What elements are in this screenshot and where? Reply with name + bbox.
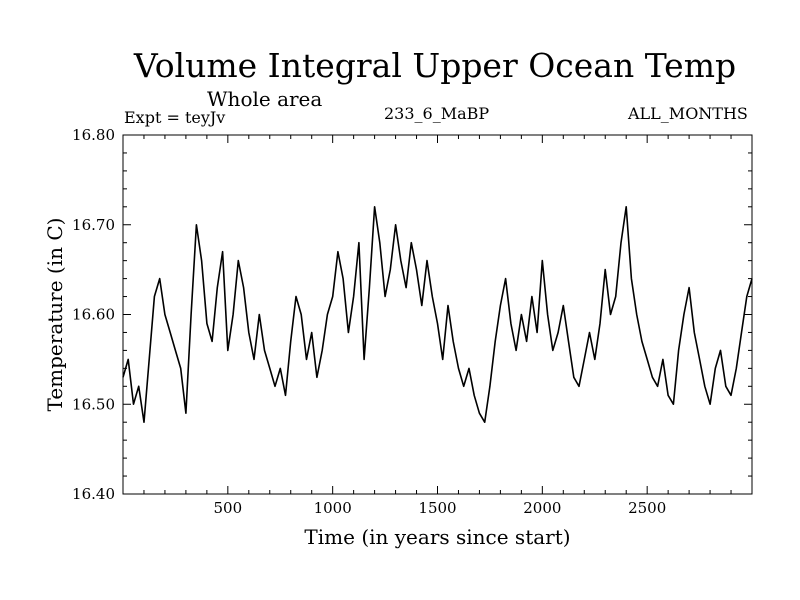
- y-tick-label: 16.40: [72, 485, 115, 503]
- x-tick-label: 1000: [314, 499, 352, 517]
- x-tick-label: 500: [214, 499, 243, 517]
- x-tick-label: 2500: [628, 499, 666, 517]
- x-tick-label: 1500: [418, 499, 456, 517]
- series-line: [122, 206, 753, 424]
- period-label: 233_6_MaBP: [384, 104, 490, 123]
- y-axis-label: Temperature (in C): [43, 218, 67, 412]
- y-tick-label: 16.60: [72, 306, 115, 324]
- chart-subtitle: Whole area: [207, 87, 323, 111]
- plot-frame: [122, 134, 753, 495]
- y-tick-label: 16.50: [72, 395, 115, 413]
- experiment-label: Expt = teyJv: [124, 108, 226, 127]
- y-tick-label: 16.70: [72, 216, 115, 234]
- chart-title: Volume Integral Upper Ocean Temp: [133, 46, 737, 85]
- x-tick-label: 2000: [523, 499, 561, 517]
- y-tick-label: 16.80: [72, 126, 115, 144]
- months-label: ALL_MONTHS: [628, 104, 748, 123]
- x-axis-label: Time (in years since start): [304, 525, 570, 549]
